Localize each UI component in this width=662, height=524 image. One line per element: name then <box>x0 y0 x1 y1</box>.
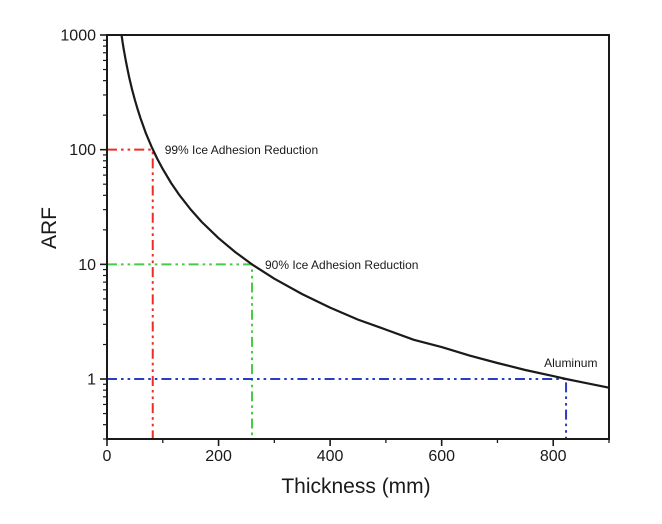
annotation-aluminum-label: Aluminum <box>544 356 597 370</box>
axes: 0 200 400 600 800 1 10 100 1000 <box>60 28 610 465</box>
annotation-99-percent-label: 99% Ice Adhesion Reduction <box>165 143 318 157</box>
guide-lines <box>107 148 568 439</box>
annotation-90-percent-label: 90% Ice Adhesion Reduction <box>265 258 418 272</box>
plot-box <box>106 34 610 440</box>
y-tick-label: 100 <box>69 142 96 159</box>
x-axis-title: Thickness (mm) <box>281 475 430 498</box>
y-tick-label: 1000 <box>60 28 96 45</box>
guide-line-2 <box>107 378 568 439</box>
x-tick-label: 600 <box>428 448 455 465</box>
y-tick-label: 10 <box>78 257 96 274</box>
y-tick-label: 1 <box>87 372 96 389</box>
guide-line-1 <box>107 263 254 439</box>
x-tick-label: 800 <box>540 448 567 465</box>
arf-curve-group <box>120 33 611 389</box>
x-tick-label: 200 <box>205 448 232 465</box>
y-axis-title: ARF <box>38 207 61 249</box>
guide-line-0 <box>107 148 154 439</box>
arf-curve <box>120 33 611 389</box>
x-tick-label: 400 <box>317 448 344 465</box>
x-tick-label: 0 <box>103 448 112 465</box>
